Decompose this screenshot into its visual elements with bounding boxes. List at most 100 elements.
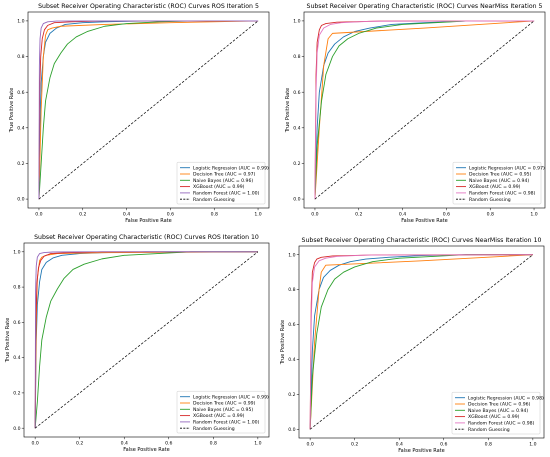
panel-title: Subset Receiver Operating Characteristic… [38,3,259,10]
legend-entry: Random Forest (AUC = 0.98) [468,421,535,427]
series-line-6 [309,254,534,430]
legend-entry: Random Guessing [193,426,235,432]
series-line-6 [34,251,259,429]
x-tick-label: 0.0 [31,441,38,447]
legend-entry: Decision Tree (AUC = 0.97) [193,172,256,178]
legend-entry: Decision Tree (AUC = 0.95) [469,172,532,178]
legend-entry: XGBoost (AUC = 0.99) [193,413,245,419]
y-tick-label: 1.0 [293,19,300,25]
legend-entry: XGBoost (AUC = 0.99) [469,184,521,190]
series-group [314,20,535,200]
x-tick-label: 1.0 [254,212,261,218]
series-line-3 [38,20,259,200]
legend-box [176,161,266,205]
y-tick-label: 1.0 [17,19,24,25]
y-tick-label: 0.2 [288,392,295,398]
roc-panel-1: Subset Receiver Operating Characteristic… [9,3,270,224]
x-tick-label: 0.8 [211,212,218,218]
y-tick-label: 1.0 [288,252,295,258]
x-tick-label: 0.2 [351,442,358,448]
axes-frame [298,245,545,439]
legend: Logistic Regression (AUC = 0.99)Decision… [176,390,269,434]
y-tick-label: 0.6 [13,320,20,326]
legend-entry: Random Guessing [469,197,511,203]
x-axis-label: False Positive Rate [123,447,169,453]
y-tick-label: 0.4 [293,125,300,131]
x-axis-label: False Positive Rate [398,448,444,454]
roc-panel-3: Subset Receiver Operating Characteristic… [5,234,270,453]
y-tick-label: 0.8 [13,285,20,291]
legend-entry: Random Forest (AUC = 1.00) [193,420,260,426]
panel-title: Subset Receiver Operating Characteristic… [302,237,542,244]
legend-entry: Naive Bayes (AUC = 0.94) [468,408,528,414]
x-axis-label: False Positive Rate [125,218,171,224]
y-tick-label: 0.6 [288,322,295,328]
y-tick-label: 0.6 [293,90,300,96]
y-axis-label: True Positive Rate [5,318,11,364]
legend-box [452,161,542,205]
x-tick-label: 0.8 [485,442,492,448]
x-tick-label: 0.2 [79,212,86,218]
legend-entry: Naive Bayes (AUC = 0.95) [193,407,253,413]
legend-entry: XGBoost (AUC = 0.99) [193,184,245,190]
x-tick-label: 0.4 [396,442,403,448]
x-tick-label: 1.0 [254,441,261,447]
x-tick-label: 0.4 [121,441,128,447]
x-tick-label: 1.0 [530,212,537,218]
series-line-5 [309,254,533,430]
y-axis-label: True Positive Rate [285,88,291,134]
legend: Logistic Regression (AUC = 0.97)Decision… [452,161,545,205]
y-tick-label: 0.0 [288,427,295,433]
y-tick-label: 0.4 [288,357,295,363]
series-group [38,20,259,200]
x-tick-label: 0.6 [443,212,450,218]
legend-entry: Logistic Regression (AUC = 0.98) [468,395,544,401]
series-line-6 [314,20,535,200]
legend-box [451,391,541,435]
series-line-3 [314,20,535,200]
x-tick-label: 0.2 [76,441,83,447]
series-line-1 [38,20,259,200]
series-line-2 [38,20,259,200]
x-axis-label: False Positive Rate [401,218,447,224]
x-tick-label: 0.6 [167,212,174,218]
series-line-6 [38,20,259,200]
x-tick-label: 0.8 [487,212,494,218]
y-tick-label: 0.8 [17,54,24,60]
series-group [309,254,534,430]
series-line-5 [314,20,535,200]
y-tick-label: 0.6 [17,90,24,96]
y-tick-label: 0.0 [293,197,300,203]
legend-entry: Naive Bayes (AUC = 0.94) [469,178,529,184]
x-tick-label: 1.0 [529,442,536,448]
axes-frame [27,11,270,209]
legend-entry: XGBoost (AUC = 0.99) [468,414,520,420]
x-tick-label: 0.8 [210,441,217,447]
x-tick-label: 0.0 [306,442,313,448]
axes-frame [303,11,546,209]
y-axis-label: True Positive Rate [9,88,15,134]
legend-entry: Naive Bayes (AUC = 0.96) [193,178,253,184]
series-line-5 [34,251,258,429]
panel-title: Subset Receiver Operating Characteristic… [307,3,543,10]
y-tick-label: 0.4 [17,125,24,131]
x-tick-label: 0.4 [399,212,406,218]
y-tick-label: 0.8 [293,54,300,60]
series-line-1 [309,254,533,430]
y-tick-label: 0.0 [13,426,20,432]
y-axis-label: True Positive Rate [280,320,286,366]
legend: Logistic Regression (AUC = 0.98)Decision… [451,391,544,435]
x-tick-label: 0.4 [123,212,130,218]
series-line-3 [34,251,258,429]
y-tick-label: 1.0 [13,249,20,255]
x-tick-label: 0.2 [355,212,362,218]
legend-entry: Logistic Regression (AUC = 0.99) [193,165,269,171]
legend-entry: Logistic Regression (AUC = 0.99) [193,394,269,400]
axes-frame [23,242,270,438]
roc-panel-4: Subset Receiver Operating Characteristic… [280,237,545,454]
x-tick-label: 0.6 [440,442,447,448]
series-line-1 [314,20,535,200]
panel-title: Subset Receiver Operating Characteristic… [34,234,259,241]
y-tick-label: 0.4 [13,355,20,361]
